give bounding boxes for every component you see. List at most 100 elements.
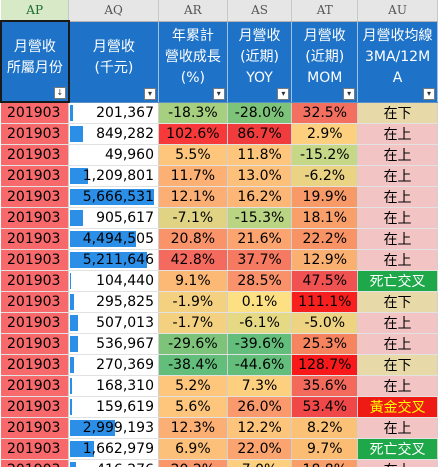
cell-mom[interactable]: 22.2% (291, 228, 359, 250)
cell-revenue[interactable]: 1,209,801 (68, 165, 159, 187)
cell-revenue[interactable]: 201,367 (68, 102, 159, 124)
cell-month[interactable]: 201903 (1, 291, 70, 313)
cell-revenue[interactable]: 4,494,505 (68, 228, 159, 250)
cell-ma-trend[interactable]: 在下 (357, 354, 438, 376)
cell-ytd-growth[interactable]: -38.4% (158, 354, 228, 376)
cell-ma-trend[interactable]: 在上 (357, 375, 438, 397)
cell-month[interactable]: 201903 (1, 333, 70, 355)
cell-month[interactable]: 201903 (1, 165, 70, 187)
header-ma-trend[interactable]: 月營收均線 3MA/12M A ▾ (357, 21, 438, 103)
cell-yoy[interactable]: 22.0% (227, 438, 293, 460)
cell-ytd-growth[interactable]: -29.6% (158, 333, 228, 355)
cell-ytd-growth[interactable]: 20.8% (158, 228, 228, 250)
cell-revenue[interactable]: 905,617 (68, 207, 159, 229)
cell-ma-trend[interactable]: 在上 (357, 312, 438, 334)
cell-yoy[interactable]: 0.1% (227, 291, 293, 313)
cell-ytd-growth[interactable]: 9.1% (158, 270, 228, 292)
cell-month[interactable]: 201903 (1, 312, 70, 334)
cell-yoy[interactable]: 16.2% (227, 186, 293, 208)
cell-month[interactable]: 201903 (1, 102, 70, 124)
cell-ytd-growth[interactable]: 42.8% (158, 249, 228, 271)
cell-ma-trend[interactable]: 在上 (357, 228, 438, 250)
column-letter-ar[interactable]: AR (158, 0, 228, 22)
cell-yoy[interactable]: 37.7% (227, 249, 293, 271)
cell-mom[interactable]: 9.7% (291, 438, 359, 460)
cell-yoy[interactable]: -28.0% (227, 102, 293, 124)
cell-yoy[interactable]: -6.1% (227, 312, 293, 334)
cell-month[interactable]: 201903 (1, 438, 70, 460)
filter-dropdown-icon[interactable]: ▾ (423, 87, 435, 100)
cell-revenue[interactable]: 849,282 (68, 123, 159, 145)
cell-ytd-growth[interactable]: -1.9% (158, 291, 228, 313)
cell-mom[interactable]: -5.0% (291, 312, 359, 334)
column-letter-as[interactable]: AS (227, 0, 293, 22)
cell-ytd-growth[interactable]: 5.5% (158, 144, 228, 166)
cell-mom[interactable]: 128.7% (291, 354, 359, 376)
cell-revenue[interactable]: 536,967 (68, 333, 159, 355)
cell-yoy[interactable]: 26.0% (227, 396, 293, 418)
cell-mom[interactable]: 32.5% (291, 102, 359, 124)
cell-yoy[interactable]: 7.0% (227, 459, 293, 467)
cell-ytd-growth[interactable]: -7.1% (158, 207, 228, 229)
cell-ytd-growth[interactable]: 12.1% (158, 186, 228, 208)
cell-mom[interactable]: 19.9% (291, 186, 359, 208)
cell-ytd-growth[interactable]: 11.7% (158, 165, 228, 187)
cell-revenue[interactable]: 168,310 (68, 375, 159, 397)
cell-month[interactable]: 201903 (1, 249, 70, 271)
cell-ytd-growth[interactable]: 6.9% (158, 438, 228, 460)
header-mom[interactable]: 月營收 (近期) MOM ▾ (291, 21, 359, 103)
cell-month[interactable]: 201903 (1, 459, 70, 467)
cell-mom[interactable]: 18.1% (291, 207, 359, 229)
column-letter-at[interactable]: AT (291, 0, 359, 22)
cell-mom[interactable]: 25.3% (291, 333, 359, 355)
header-yoy[interactable]: 月營收 (近期) YOY ▾ (227, 21, 293, 103)
cell-revenue[interactable]: 5,211,646 (68, 249, 159, 271)
column-letter-aq[interactable]: AQ (68, 0, 159, 22)
cell-ma-trend[interactable]: 在上 (357, 333, 438, 355)
cell-yoy[interactable]: 12.2% (227, 417, 293, 439)
cell-ma-trend[interactable]: 在上 (357, 165, 438, 187)
cell-revenue[interactable]: 295,825 (68, 291, 159, 313)
cell-ytd-growth[interactable]: 20.2% (158, 459, 228, 467)
cell-ma-trend[interactable]: 死亡交叉 (357, 270, 438, 292)
cell-month[interactable]: 201903 (1, 228, 70, 250)
cell-ma-trend[interactable]: 在下 (357, 102, 438, 124)
cell-mom[interactable]: 2.9% (291, 123, 359, 145)
cell-ytd-growth[interactable]: 12.3% (158, 417, 228, 439)
cell-ma-trend[interactable]: 在下 (357, 291, 438, 313)
cell-yoy[interactable]: 7.3% (227, 375, 293, 397)
cell-ma-trend[interactable]: 黃金交叉 (357, 396, 438, 418)
cell-mom[interactable]: 18.8% (291, 459, 359, 467)
sort-filter-icon[interactable]: ↓ (53, 87, 66, 99)
cell-yoy[interactable]: -39.6% (227, 333, 293, 355)
cell-revenue[interactable]: 2,999,193 (68, 417, 159, 439)
cell-mom[interactable]: 111.1% (291, 291, 359, 313)
column-letter-ap[interactable]: AP (1, 0, 70, 22)
cell-yoy[interactable]: 21.6% (227, 228, 293, 250)
cell-revenue[interactable]: 159,619 (68, 396, 159, 418)
cell-ytd-growth[interactable]: -18.3% (158, 102, 228, 124)
cell-mom[interactable]: 53.4% (291, 396, 359, 418)
filter-dropdown-icon[interactable]: ▾ (144, 87, 156, 100)
filter-dropdown-icon[interactable]: ▾ (212, 87, 225, 100)
cell-mom[interactable]: 8.2% (291, 417, 359, 439)
cell-revenue[interactable]: 416,276 (68, 459, 159, 467)
cell-yoy[interactable]: 86.7% (227, 123, 293, 145)
cell-revenue[interactable]: 1,662,979 (68, 438, 159, 460)
cell-mom[interactable]: 35.6% (291, 375, 359, 397)
cell-ma-trend[interactable]: 死亡交叉 (357, 438, 438, 460)
filter-dropdown-icon[interactable]: ▾ (277, 87, 290, 100)
column-letter-au[interactable]: AU (357, 0, 438, 22)
cell-ma-trend[interactable]: 在上 (357, 186, 438, 208)
cell-revenue[interactable]: 270,369 (68, 354, 159, 376)
cell-revenue[interactable]: 507,013 (68, 312, 159, 334)
cell-month[interactable]: 201903 (1, 354, 70, 376)
cell-month[interactable]: 201903 (1, 417, 70, 439)
cell-mom[interactable]: -15.2% (291, 144, 359, 166)
filter-dropdown-icon[interactable]: ▾ (343, 87, 356, 100)
cell-yoy[interactable]: 13.0% (227, 165, 293, 187)
cell-ytd-growth[interactable]: 5.6% (158, 396, 228, 418)
cell-month[interactable]: 201903 (1, 396, 70, 418)
cell-mom[interactable]: -6.2% (291, 165, 359, 187)
cell-month[interactable]: 201903 (1, 207, 70, 229)
